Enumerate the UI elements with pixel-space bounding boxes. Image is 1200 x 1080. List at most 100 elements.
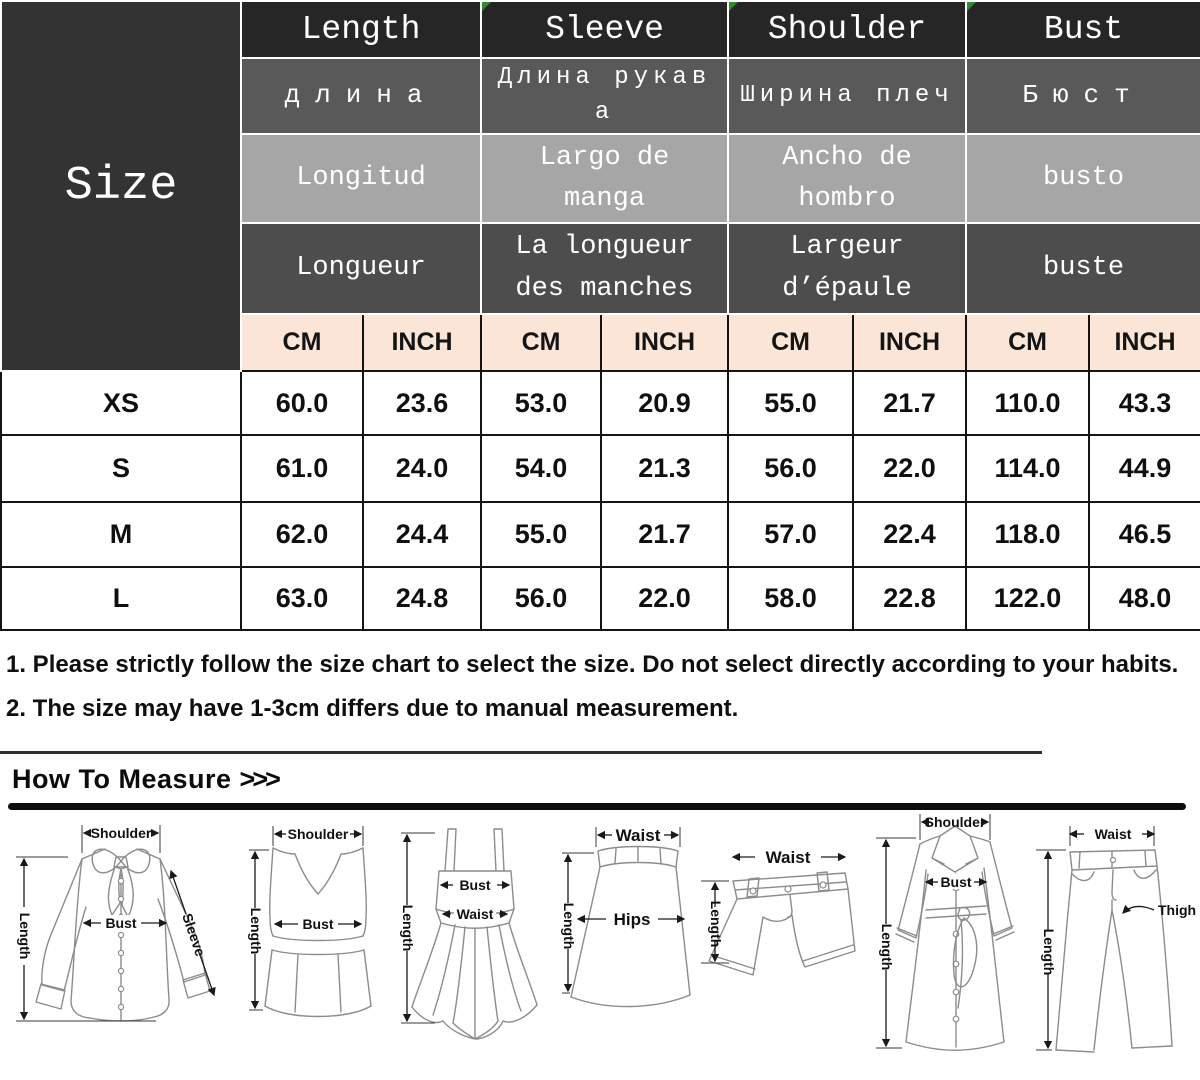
dress-bust-label: Bust: [459, 877, 490, 893]
value-cell: 60.0: [240, 370, 364, 436]
value-cell: 118.0: [965, 501, 1091, 568]
header-cell-sleeve-en: Sleeve: [480, 0, 730, 59]
table-row: длина Длина рукава Ширина плеч Бюст: [1, 57, 1200, 135]
value-cell: 23.6: [361, 370, 483, 436]
unit-cell-cm: CM: [727, 313, 855, 372]
excel-corner-flag-icon: [968, 3, 977, 11]
pants-waist-label: Waist: [1095, 826, 1132, 842]
tank-length-label: Length: [248, 908, 264, 955]
size-row-label: XS: [0, 370, 242, 436]
excel-corner-flag-icon: [483, 3, 492, 11]
coat-length-label: Length: [879, 924, 895, 971]
table-row: Longueur La longueur des manches Largeur…: [1, 222, 1200, 315]
header-cell-shoulder-fr: Largeur d’épaule: [727, 222, 968, 315]
dress-waist-label: Waist: [457, 906, 494, 922]
header-cell-length-en: Length: [239, 0, 483, 59]
excel-corner-flag-icon: [730, 3, 739, 11]
unit-cell-inch: INCH: [600, 313, 730, 372]
skirt-waist-label: Waist: [616, 826, 661, 845]
notes-section: 1. Please strictly follow the size chart…: [0, 631, 1200, 751]
unit-cell-inch: INCH: [361, 313, 483, 372]
size-row-label: M: [0, 501, 242, 568]
header-cell-sleeve-fr: La longueur des manches: [480, 222, 730, 315]
coat-diagram: Shoulder Bust Length: [876, 814, 1015, 1051]
header-label: Sleeve: [545, 11, 664, 48]
value-cell: 55.0: [480, 501, 603, 568]
value-cell: 56.0: [727, 434, 855, 503]
tank-shoulder-label: Shoulder: [288, 826, 349, 842]
skirt-hips-label: Hips: [614, 910, 651, 929]
header-cell-bust-en: Bust: [965, 0, 1200, 59]
size-chart-table: Size Length Sleeve Shoulder Bust длина Д…: [0, 0, 1200, 631]
header-cell-bust-fr: buste: [965, 222, 1200, 315]
how-to-measure-text: How To Measure: [12, 764, 232, 794]
table-row: S 61.0 24.0 54.0 21.3 56.0 22.0 114.0 44…: [0, 434, 1200, 503]
value-cell: 110.0: [965, 370, 1091, 436]
value-cell: 61.0: [240, 434, 364, 503]
value-cell: 56.0: [480, 566, 603, 631]
unit-cell-cm: CM: [480, 313, 603, 372]
value-cell: 22.0: [852, 434, 968, 503]
chevrons-icon: >>>: [239, 764, 281, 794]
unit-cell-cm: CM: [965, 313, 1091, 372]
slip-dress-diagram: Bust Waist Length: [400, 828, 538, 1040]
skirt-diagram: Waist Hips Length: [561, 826, 691, 1008]
header-cell-length-ru: длина: [239, 57, 483, 135]
value-cell: 55.0: [727, 370, 855, 436]
table-row: M 62.0 24.4 55.0 21.7 57.0 22.4 118.0 46…: [0, 501, 1200, 568]
value-cell: 21.7: [600, 501, 730, 568]
header-cell-shoulder-es: Ancho de hombro: [727, 133, 968, 224]
value-cell: 20.9: [600, 370, 730, 436]
thick-divider-line: [8, 803, 1186, 810]
value-cell: 43.3: [1088, 370, 1200, 436]
skirt-length-label: Length: [561, 903, 577, 950]
measure-diagrams: Shoulder Bust Length Sleeve Shoulder Bus…: [0, 812, 1200, 1068]
blouse-sleeve-label: Sleeve: [179, 911, 209, 958]
header-label: Bust: [1043, 11, 1124, 48]
unit-cell-cm: CM: [240, 313, 364, 372]
value-cell: 114.0: [965, 434, 1091, 503]
value-cell: 122.0: [965, 566, 1091, 631]
shorts-length-label: Length: [708, 901, 724, 948]
blouse-length-label: Length: [17, 913, 33, 960]
table-row: Size Length Sleeve Shoulder Bust: [0, 0, 1200, 372]
unit-cell-inch: INCH: [852, 313, 968, 372]
value-cell: 54.0: [480, 434, 603, 503]
header-label: Length: [301, 11, 421, 48]
blouse-shoulder-label: Shoulder: [91, 825, 152, 841]
blouse-bust-label: Bust: [105, 915, 136, 931]
pants-diagram: Waist Thigh Length: [1036, 826, 1196, 1053]
tank-top-diagram: Shoulder Bust Length: [248, 826, 372, 1018]
header-cell-sleeve-ru: Длина рукава: [480, 57, 730, 135]
value-cell: 62.0: [240, 501, 364, 568]
shorts-diagram: Waist Length: [701, 848, 856, 976]
dress-length-label: Length: [400, 905, 416, 952]
pants-thigh-label: Thigh: [1158, 902, 1196, 918]
value-cell: 24.8: [361, 566, 483, 631]
table-row: XS 60.0 23.6 53.0 20.9 55.0 21.7 110.0 4…: [0, 370, 1200, 436]
value-cell: 21.3: [600, 434, 730, 503]
value-cell: 22.4: [852, 501, 968, 568]
size-row-label: S: [0, 434, 242, 503]
note-1: 1. Please strictly follow the size chart…: [6, 651, 1179, 678]
table-row: L 63.0 24.8 56.0 22.0 58.0 22.8 122.0 48…: [0, 566, 1200, 631]
pants-length-label: Length: [1041, 929, 1057, 976]
blouse-diagram: Shoulder Bust Length Sleeve: [16, 825, 216, 1022]
header-cell-bust-es: busto: [965, 133, 1200, 224]
header-cell-shoulder-en: Shoulder: [727, 0, 968, 59]
value-cell: 63.0: [240, 566, 364, 631]
value-cell: 21.7: [852, 370, 968, 436]
header-cell-bust-ru: Бюст: [965, 57, 1200, 135]
value-cell: 58.0: [727, 566, 855, 631]
value-cell: 57.0: [727, 501, 855, 568]
value-cell: 44.9: [1088, 434, 1200, 503]
value-cell: 24.4: [361, 501, 483, 568]
value-cell: 22.8: [852, 566, 968, 631]
size-header-cell: Size: [0, 0, 242, 372]
value-cell: 53.0: [480, 370, 603, 436]
header-cell-shoulder-ru: Ширина плеч: [727, 57, 968, 135]
coat-bust-label: Bust: [940, 874, 971, 890]
table-row: CM INCH CM INCH CM INCH CM INCH: [1, 313, 1200, 372]
shorts-waist-label: Waist: [766, 848, 811, 867]
header-cell-length-es: Longitud: [239, 133, 483, 224]
